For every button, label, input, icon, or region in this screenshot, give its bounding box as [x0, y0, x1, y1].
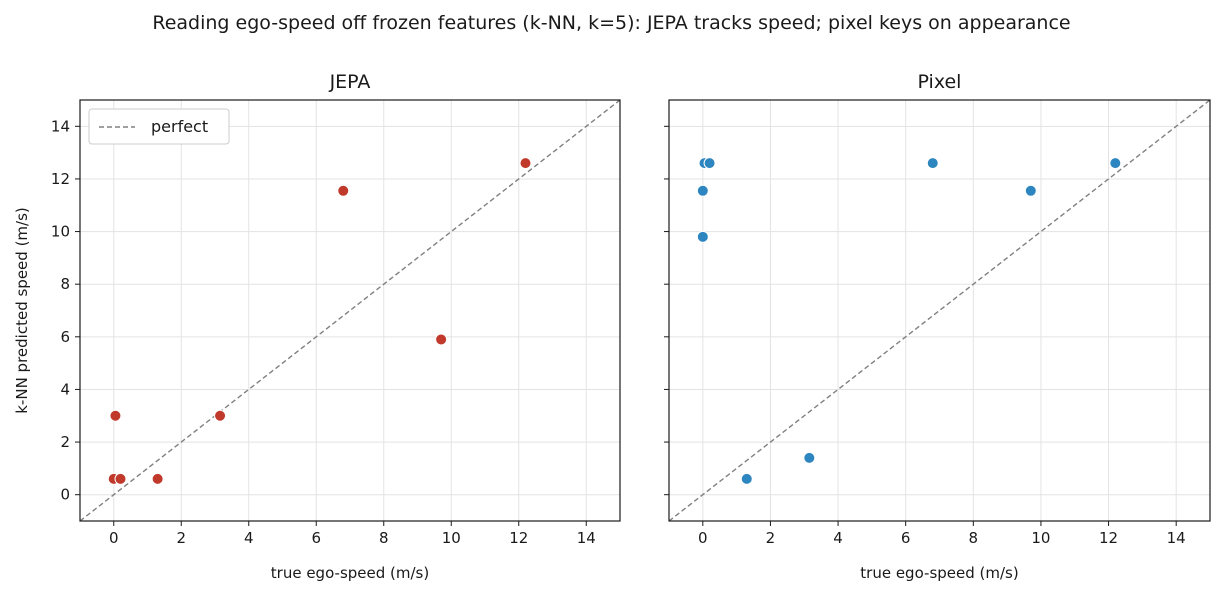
x-tick-label: 0 [698, 529, 708, 547]
y-tick-label: 10 [51, 223, 70, 241]
data-point [703, 157, 716, 170]
data-point [1109, 157, 1122, 170]
x-axis-label: true ego-speed (m/s) [860, 564, 1018, 582]
data-point [740, 472, 753, 485]
x-tick-label: 12 [509, 529, 528, 547]
x-tick-label: 8 [379, 529, 389, 547]
x-tick-label: 2 [766, 529, 776, 547]
x-tick-label: 4 [244, 529, 254, 547]
y-tick-label: 4 [60, 380, 70, 398]
x-axis-label: true ego-speed (m/s) [271, 564, 429, 582]
data-point [114, 472, 127, 485]
panel-pixel: 0 2 4 6 8 10 12 14 Pixel true ego-speed (m/s) [664, 71, 1211, 582]
x-tick-label: 8 [969, 529, 979, 547]
x-tick-label: 12 [1099, 529, 1118, 547]
legend-box [88, 108, 230, 145]
panel-title: JEPA [329, 71, 371, 93]
panel-title: Pixel [918, 71, 962, 93]
data-point [803, 451, 816, 464]
data-point [214, 409, 227, 422]
y-tick-label: 2 [60, 433, 70, 451]
legend-entry-perfect: perfect [151, 117, 208, 136]
data-point [151, 472, 164, 485]
data-point [1024, 184, 1037, 197]
data-point [926, 157, 939, 170]
y-tick-label: 14 [51, 117, 70, 135]
x-tick-label: 2 [176, 529, 186, 547]
x-tick-label: 6 [901, 529, 911, 547]
data-point [696, 184, 709, 197]
y-tick-label: 0 [60, 486, 70, 504]
perfect-reference-line [80, 100, 620, 521]
y-axis-label: k-NN predicted speed (m/s) [13, 207, 31, 414]
axes-frame [79, 99, 621, 522]
data-point [109, 409, 122, 422]
x-tick-label: 4 [833, 529, 843, 547]
x-tick-label: 10 [1031, 529, 1050, 547]
y-tick-label: 12 [51, 170, 70, 188]
panel-jepa: 0 2 4 6 8 10 12 14 0 2 4 6 8 10 12 14 JEPA true ego-speed… [13, 71, 621, 582]
x-tick-label: 10 [442, 529, 461, 547]
perfect-reference-line [669, 100, 1210, 521]
y-tick-label: 8 [60, 275, 70, 293]
y-tick-label: 6 [60, 328, 70, 346]
legend: perfect [88, 108, 230, 145]
x-tick-label: 14 [1167, 529, 1186, 547]
data-point [337, 184, 350, 197]
x-tick-label: 14 [577, 529, 596, 547]
x-tick-label: 6 [311, 529, 321, 547]
data-point [696, 230, 709, 243]
x-tick-label: 0 [109, 529, 119, 547]
data-point [435, 333, 448, 346]
data-point [519, 157, 532, 170]
axes-frame [668, 99, 1211, 522]
figure-title: Reading ego-speed off frozen features (k… [152, 12, 1071, 34]
